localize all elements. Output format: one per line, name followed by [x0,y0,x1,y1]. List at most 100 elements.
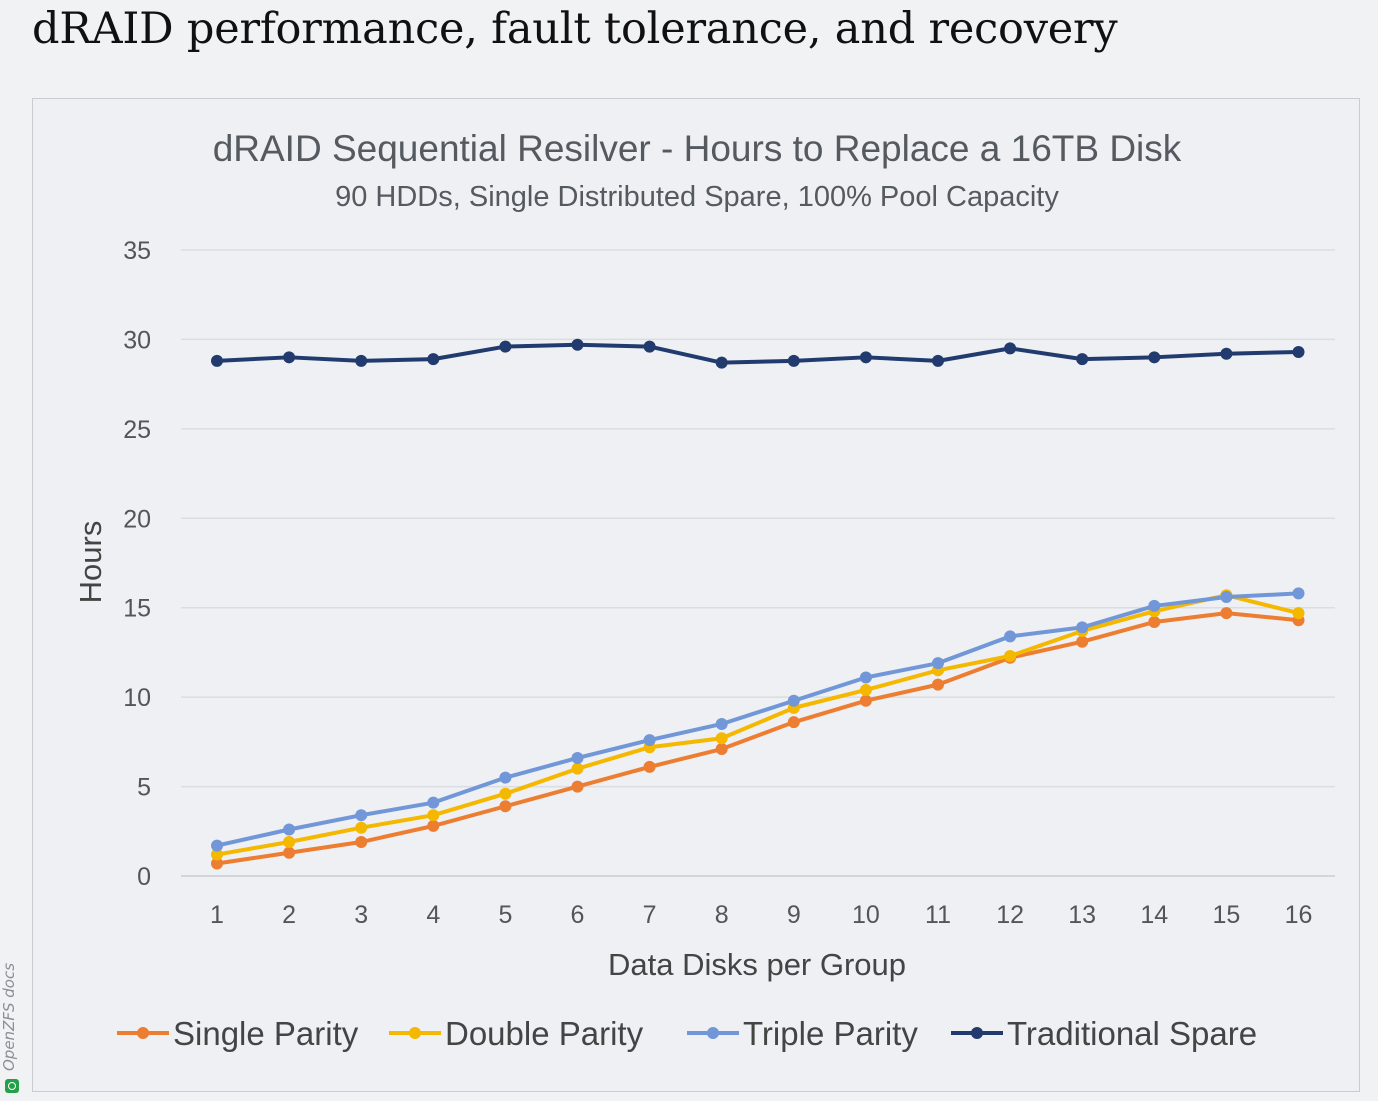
data-point [1292,607,1305,620]
x-tick-label: 13 [1068,901,1096,929]
series-triple-parity [211,587,1305,852]
data-point [859,671,872,684]
data-point [715,356,728,369]
data-point [499,340,512,353]
data-point [643,734,656,747]
data-point [643,760,656,773]
x-tick-label: 4 [426,901,440,929]
data-point [571,338,584,351]
x-tick-label: 10 [852,901,880,929]
data-point [1148,599,1161,612]
x-tick-label: 1 [210,901,224,929]
data-point [1292,345,1305,358]
y-tick-label: 35 [123,237,151,265]
legend-item: Traditional Spare [951,1015,1257,1052]
legend-item: Triple Parity [687,1015,918,1052]
legend-label: Triple Parity [743,1015,918,1052]
data-point [1148,351,1161,364]
data-point [211,848,223,861]
data-point [1004,650,1017,663]
data-point [283,846,296,859]
series-line [215,611,1301,866]
data-point [283,823,296,836]
data-point [571,751,584,764]
chart-subtitle: 90 HDDs, Single Distributed Spare, 100% … [335,181,1059,213]
y-axis-label: Hours [73,521,108,604]
x-tick-label: 14 [1140,901,1168,929]
data-point [1004,630,1017,643]
x-tick-label: 15 [1212,901,1240,929]
data-point [571,780,584,793]
legend-label: Traditional Spare [1007,1015,1257,1052]
x-tick-label: 6 [571,901,585,929]
data-point [355,809,368,822]
data-point [211,354,223,367]
x-tick-label: 2 [282,901,296,929]
series-line [215,342,1301,365]
series-single-parity [211,607,1305,870]
x-tick-label: 16 [1285,901,1313,929]
data-point [787,716,800,729]
legend-swatch-marker [707,1027,719,1039]
data-point [1076,621,1089,634]
line-chart: dRAID Sequential Resilver - Hours to Rep… [73,128,1335,1052]
x-tick-label: 8 [715,901,729,929]
data-point [859,694,872,707]
x-tick-label: 5 [498,901,512,929]
chart-title: dRAID Sequential Resilver - Hours to Rep… [213,128,1182,169]
y-tick-label: 20 [123,505,151,533]
legend-item: Double Parity [389,1015,644,1052]
x-axis-ticks: 1 2 3 4 5 6 7 8 9 10 11 12 13 14 15 16 [210,901,1312,929]
series-group [211,338,1305,870]
data-point [499,787,512,800]
data-point [932,354,944,367]
series-traditional-spare [211,338,1305,369]
x-tick-label: 12 [996,901,1024,929]
y-axis-ticks: 0 5 10 15 20 25 30 35 [123,237,151,891]
data-point [932,678,944,691]
data-point [211,839,223,852]
legend-item: Single Parity [117,1015,359,1052]
data-point [1292,587,1305,600]
data-point [787,354,800,367]
legend-swatch-marker [137,1027,149,1039]
data-point [499,771,512,784]
data-point [932,657,944,670]
legend-label: Single Parity [173,1015,359,1052]
y-tick-label: 10 [123,684,151,712]
data-point [427,819,440,832]
legend: Single Parity Double Parity Triple Parity T… [117,1015,1257,1052]
y-tick-label: 30 [123,326,151,354]
data-point [1076,353,1089,366]
data-point [571,762,584,775]
y-tick-label: 5 [137,774,151,802]
data-point [283,836,296,849]
series-double-parity [211,589,1305,861]
data-point [499,800,512,813]
data-point [1220,590,1233,603]
x-tick-label: 7 [643,901,657,929]
openzfs-icon [5,1079,19,1093]
x-tick-label: 3 [354,901,368,929]
gridlines [181,249,1335,877]
data-point [283,351,296,364]
data-point [355,836,368,849]
data-point [355,821,368,834]
data-point [859,351,872,364]
data-point [715,717,728,730]
data-point [859,683,872,696]
watermark: OpenZFS docs [0,962,18,1071]
y-tick-label: 0 [137,863,151,891]
page-heading: dRAID performance, fault tolerance, and … [32,4,1118,54]
x-tick-label: 9 [787,901,801,929]
data-point [787,694,800,707]
data-point [427,809,440,822]
data-point [715,743,728,756]
data-point [1076,635,1089,648]
data-point [1220,607,1233,620]
data-point [355,354,368,367]
y-tick-label: 25 [123,416,151,444]
legend-swatch-marker [409,1027,421,1039]
data-point [1220,347,1233,360]
data-point [1004,342,1017,355]
